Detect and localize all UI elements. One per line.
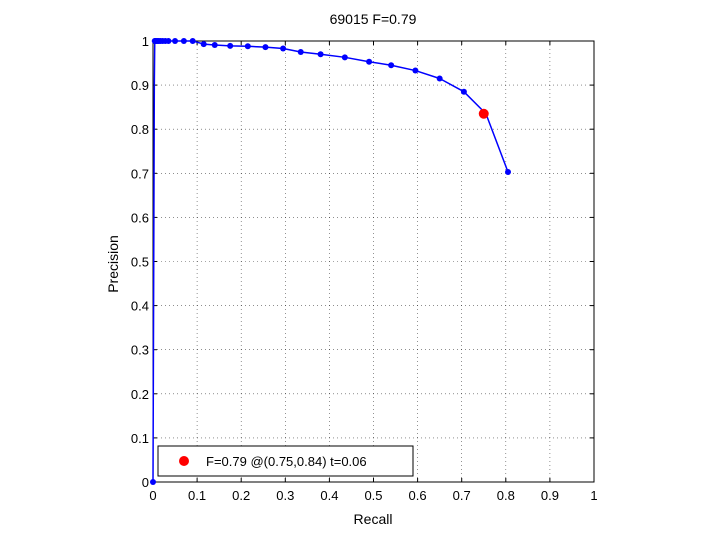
y-tick-label: 0.5 (131, 255, 149, 270)
x-tick-label: 0.7 (453, 488, 471, 503)
x-tick-label: 0.1 (188, 488, 206, 503)
pr-curve-point (436, 75, 443, 82)
pr-curve-point (297, 49, 304, 56)
pr-curve-point (150, 479, 156, 485)
legend-box (157, 445, 414, 477)
y-tick-label: 0.3 (131, 343, 149, 358)
legend: F=0.79 @(0.75,0.84) t=0.06 (157, 445, 414, 477)
x-tick-label: 0.3 (276, 488, 294, 503)
y-tick-label: 0.2 (131, 387, 149, 402)
best-f-point (478, 108, 489, 119)
pr-curve-point (211, 41, 218, 48)
x-tick-label: 0.9 (541, 488, 559, 503)
pr-curve-point (227, 42, 234, 49)
y-tick-label: 0.8 (131, 122, 149, 137)
pr-curve-point (165, 38, 172, 44)
x-axis-label: Recall (354, 511, 393, 527)
pr-curve-point (172, 38, 179, 44)
x-tick-label: 0 (149, 488, 156, 503)
x-tick-labels: 0 0.1 0.2 0.3 0.4 0.5 0.6 0.7 0.8 0.9 1 (149, 488, 597, 503)
x-tick-label: 0.5 (364, 488, 382, 503)
pr-curve-point (262, 44, 269, 51)
pr-curve-point (460, 88, 467, 95)
pr-curve-point (317, 51, 324, 58)
pr-curve-point (505, 168, 512, 175)
x-tick-label: 1 (590, 488, 597, 503)
y-tick-label: 0.9 (131, 78, 149, 93)
series-layer (150, 38, 512, 485)
highlight-layer (478, 108, 489, 119)
x-tick-label: 0.8 (497, 488, 515, 503)
pr-curve-point (388, 62, 395, 69)
x-tick-label: 0.2 (232, 488, 250, 503)
pr-curve-point (366, 58, 373, 65)
pr-curve-point (341, 54, 348, 61)
pr-curve-point (280, 45, 287, 52)
x-tick-label: 0.4 (320, 488, 338, 503)
y-tick-label: 0.6 (131, 210, 149, 225)
chart-title: 69015 F=0.79 (330, 11, 417, 27)
pr-curve-point (200, 41, 207, 48)
grid-lines (153, 41, 594, 482)
y-tick-label: 0 (142, 475, 149, 490)
y-tick-label: 1 (142, 34, 149, 49)
y-tick-label: 0.7 (131, 166, 149, 181)
y-tick-labels: 0 0.1 0.2 0.3 0.4 0.5 0.6 0.7 0.8 0.9 1 (131, 34, 149, 490)
legend-entry-text: F=0.79 @(0.75,0.84) t=0.06 (206, 454, 367, 469)
y-tick-label: 0.4 (131, 299, 149, 314)
pr-curve-point (412, 67, 419, 74)
y-axis-label: Precision (105, 235, 121, 293)
legend-marker (179, 456, 189, 466)
pr-curve-point (180, 38, 187, 44)
pr-curve-point (189, 38, 196, 44)
pr-curve-point (244, 43, 251, 50)
x-tick-label: 0.6 (409, 488, 427, 503)
y-tick-label: 0.1 (131, 431, 149, 446)
